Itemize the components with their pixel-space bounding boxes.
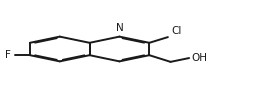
Text: F: F xyxy=(5,50,11,60)
Text: N: N xyxy=(116,23,123,33)
Text: OH: OH xyxy=(192,53,208,63)
Text: Cl: Cl xyxy=(172,26,182,36)
